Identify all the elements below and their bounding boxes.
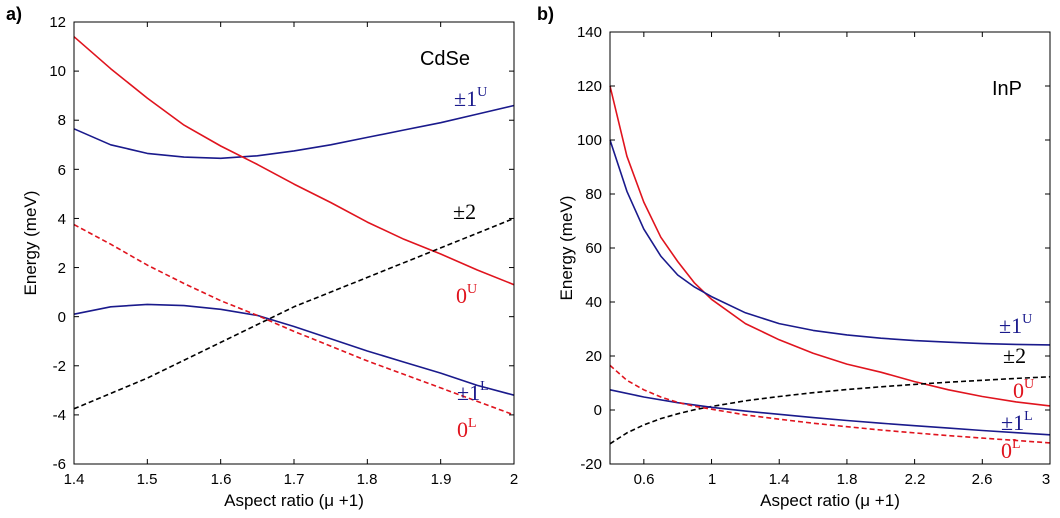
panel-a-xtick-label: 2 [510, 471, 518, 488]
panel-a-ytick-label: 4 [58, 211, 66, 228]
panel-a-ytick-label: -4 [53, 407, 66, 424]
panel-a-material-label: CdSe [420, 48, 470, 70]
panel-b-xtick-label: 2.2 [905, 471, 926, 488]
panel-a-ytick-label: -2 [53, 358, 66, 375]
panel-a-label-pm1u: ±1U [454, 85, 487, 111]
panel-b-label-pm1u: ±1U [999, 312, 1032, 338]
panel-a-xtick-label: 1.9 [431, 471, 452, 488]
panel-a-series-3-line [73, 303, 515, 396]
panel-b-series-1-line [609, 139, 1051, 346]
panel-a-ytick-label: 6 [58, 162, 66, 179]
panel-b-ticks [610, 31, 1051, 465]
panel-b-ytick-label: 60 [585, 240, 602, 257]
panel-b-y-axis-label: Energy (meV) [557, 196, 576, 301]
panel-b-label-0u: 0U [1013, 377, 1034, 403]
panel-b-series-0-line [609, 85, 1051, 407]
panel-b-ytick-label: 140 [577, 24, 602, 41]
panel-a-series-4-line [73, 223, 515, 416]
panel-b-label-pm1l: ±1L [1001, 409, 1033, 435]
panel-b-ytick-label: 120 [577, 78, 602, 95]
panel-a-y-tick-labels: -6 -4 -2 0 2 4 6 8 10 12 [49, 14, 66, 473]
panel-a-series-0-line [73, 104, 515, 160]
panel-b-curves [609, 85, 1051, 445]
panel-a-ytick-label: 2 [58, 260, 66, 277]
panel-b-ytick-label: 100 [577, 132, 602, 149]
panel-b-series-4-line [609, 364, 1051, 444]
panel-a-xtick-label: 1.7 [284, 471, 305, 488]
panel-a-ticks [73, 21, 515, 465]
panel-b-y-tick-labels: -20 0 20 40 60 80 100 120 140 [577, 24, 602, 473]
panel-b-label-pm2: ±2 [1003, 343, 1026, 368]
panel-a-series-2-line [73, 217, 515, 410]
panel-b-x-tick-labels: 0.6 1 1.4 1.8 2.2 2.6 3 [634, 471, 1051, 488]
panel-b-ytick-label: 0 [594, 402, 602, 419]
panel-b-ytick-label: 40 [585, 294, 602, 311]
panel-a-xtick-label: 1.5 [137, 471, 158, 488]
panel-b: b) InP -20 0 20 40 60 80 100 120 140 0.6… [537, 4, 1051, 510]
panel-a-x-tick-labels: 1.4 1.5 1.6 1.7 1.8 1.9 2 [64, 471, 519, 488]
panel-b-curve-labels: ±1U ±2 0U ±1L 0L [999, 312, 1034, 463]
panel-a-y-axis-label: Energy (meV) [21, 191, 40, 296]
panel-a-label-pm2: ±2 [453, 199, 476, 224]
panel-a-x-axis-label: Aspect ratio (μ +1) [224, 491, 364, 510]
panel-b-ytick-label: -20 [580, 456, 602, 473]
panel-a-xtick-label: 1.4 [64, 471, 85, 488]
panel-a-series-1-line [73, 36, 515, 286]
panel-b-xtick-label: 1.8 [837, 471, 858, 488]
panel-b-axes-frame [609, 31, 1051, 465]
panel-a-ytick-label: 8 [58, 112, 66, 129]
panel-b-xtick-label: 3 [1042, 471, 1050, 488]
panel-b-x-axis-label: Aspect ratio (μ +1) [760, 491, 900, 510]
panel-b-xtick-label: 1.4 [769, 471, 790, 488]
panel-a-label-pm1l: ±1L [457, 379, 489, 405]
panel-b-xtick-label: 1 [708, 471, 716, 488]
panel-b-letter: b) [537, 4, 554, 24]
panel-b-material-label: InP [992, 78, 1022, 100]
panel-a-curve-labels: ±1U 0U ±2 ±1L 0L [453, 85, 489, 442]
panel-a-xtick-label: 1.8 [357, 471, 378, 488]
panel-a-xtick-label: 1.6 [211, 471, 232, 488]
panel-b-xtick-label: 0.6 [634, 471, 655, 488]
panel-b-xtick-label: 2.6 [972, 471, 993, 488]
panel-a-label-0u: 0U [456, 282, 477, 308]
panel-a-curves [73, 36, 515, 416]
panel-b-label-0l: 0L [1001, 437, 1021, 463]
panel-a: a) CdSe -6 -4 -2 0 2 4 6 8 10 12 1.4 1.5… [6, 4, 518, 510]
panel-b-series-2-line [609, 376, 1051, 445]
panel-a-letter: a) [6, 4, 22, 24]
panel-a-axes-frame [73, 21, 515, 465]
panel-b-plot [609, 31, 1051, 465]
panel-b-ytick-label: 20 [585, 348, 602, 365]
panel-a-ytick-label: -6 [53, 456, 66, 473]
panel-a-ytick-label: 12 [49, 14, 66, 31]
panel-a-ytick-label: 10 [49, 63, 66, 80]
panel-a-plot [73, 21, 515, 465]
panel-a-ytick-label: 0 [58, 309, 66, 326]
panel-b-ytick-label: 80 [585, 186, 602, 203]
panel-a-label-0l: 0L [457, 416, 477, 442]
